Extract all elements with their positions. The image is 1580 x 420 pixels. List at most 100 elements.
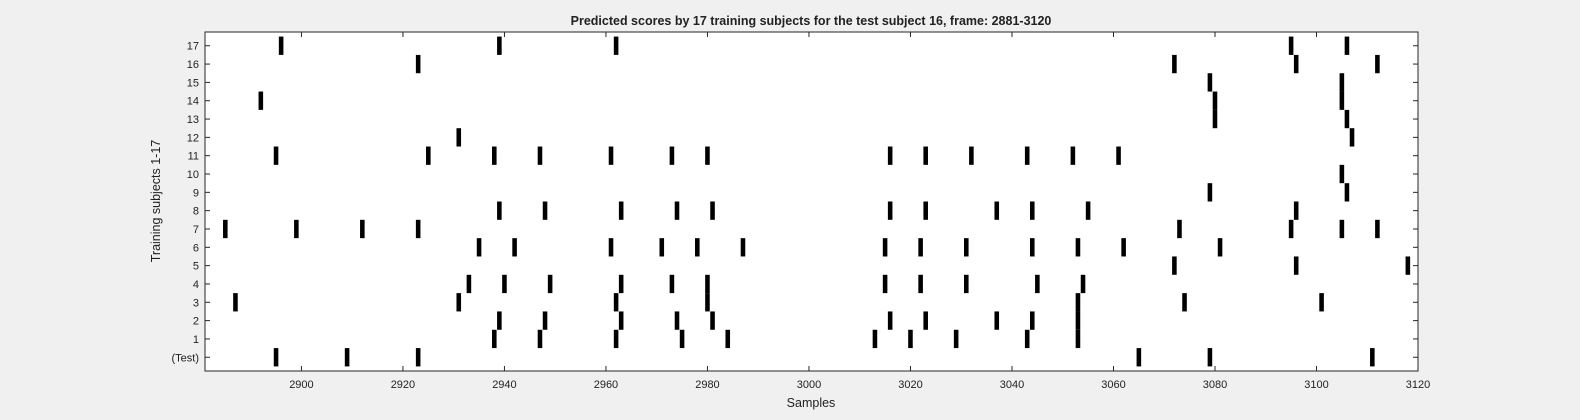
event-mark [882,238,888,257]
x-tick-label: 2980 [695,379,719,391]
x-axis-label: Samples [787,396,836,410]
event-mark [1075,293,1081,312]
event-mark [1182,293,1187,312]
x-tick-label: 2940 [492,379,516,391]
event-mark [273,146,279,165]
event-mark [618,274,624,294]
event-mark [1029,311,1035,330]
event-mark [344,348,350,367]
event-mark [492,329,497,349]
event-mark [953,329,959,349]
event-mark [542,311,548,330]
event-mark [918,238,923,257]
event-mark [542,201,548,220]
y-tick-label: 16 [187,59,199,71]
y-tick-label: 6 [193,242,199,254]
event-mark [415,348,421,367]
event-mark [908,329,913,349]
event-mark [705,146,710,165]
x-tick-label: 2960 [594,379,618,391]
plot-border [204,31,1419,372]
event-mark [679,329,685,349]
event-mark [233,293,238,312]
event-mark [360,219,365,239]
event-mark [1070,146,1076,165]
x-tick-label: 3020 [898,379,922,391]
event-mark [258,91,264,110]
event-mark [512,238,517,257]
event-mark [710,311,715,330]
event-mark [669,274,675,294]
x-tick-label: 3060 [1101,379,1125,391]
y-axis-label: Training subjects 1-17 [149,140,163,263]
event-mark [1349,128,1355,147]
event-marks [223,36,1411,367]
event-mark [476,238,482,257]
event-mark [273,348,279,367]
y-tick-label: 13 [187,114,199,126]
event-mark [502,274,507,294]
chart-title: Predicted scores by 17 training subjects… [571,14,1052,28]
event-mark [887,146,893,165]
event-mark [618,311,624,330]
event-mark [1375,219,1380,239]
event-mark [1319,293,1324,312]
event-mark [1121,238,1126,257]
event-mark [1344,109,1350,129]
event-mark [710,201,715,220]
event-mark [1085,201,1091,220]
event-mark [608,146,614,165]
event-mark [725,329,731,349]
event-mark [1344,36,1350,55]
y-tick-label: 5 [193,261,199,273]
event-mark [492,146,497,165]
event-mark [613,329,619,349]
event-mark [1293,201,1299,220]
event-mark [1207,73,1213,92]
event-mark [1293,54,1299,74]
event-mark [705,293,710,312]
event-mark [1217,238,1223,257]
event-mark [426,146,431,165]
event-mark [918,274,923,294]
event-mark [537,329,543,349]
event-mark [1035,274,1040,294]
x-tick-label: 3040 [1000,379,1024,391]
event-mark [1339,73,1345,92]
y-tick-label: 12 [187,132,199,144]
event-mark [613,293,619,312]
y-tick-label: 11 [188,151,199,163]
event-mark [1207,183,1213,202]
event-mark [613,36,619,55]
event-mark [674,311,680,330]
event-mark [1405,256,1411,275]
event-mark [1029,201,1035,220]
event-mark [740,238,746,257]
event-mark [223,219,228,239]
event-mark [1339,219,1345,239]
event-mark [1375,54,1380,74]
event-mark [882,274,888,294]
event-mark [964,238,969,257]
event-mark [547,274,553,294]
event-mark [1339,91,1345,110]
event-mark [1172,256,1177,275]
event-mark [415,54,421,74]
y-tick-label: 9 [193,187,199,199]
y-tick-label: 3 [193,297,199,309]
event-mark [1075,238,1081,257]
y-tick-label: 7 [193,224,199,236]
event-mark [1172,54,1177,74]
event-mark [1024,146,1030,165]
y-tick-label: 2 [193,316,199,328]
x-tick-label: 2900 [289,379,313,391]
y-tick-label: 1 [193,334,199,346]
event-mark [537,146,543,165]
event-mark [497,201,502,220]
event-mark [1075,311,1081,330]
event-mark [1177,219,1182,239]
event-mark [1207,348,1213,367]
event-mark [456,128,462,147]
event-mark [669,146,675,165]
event-mark [618,201,624,220]
